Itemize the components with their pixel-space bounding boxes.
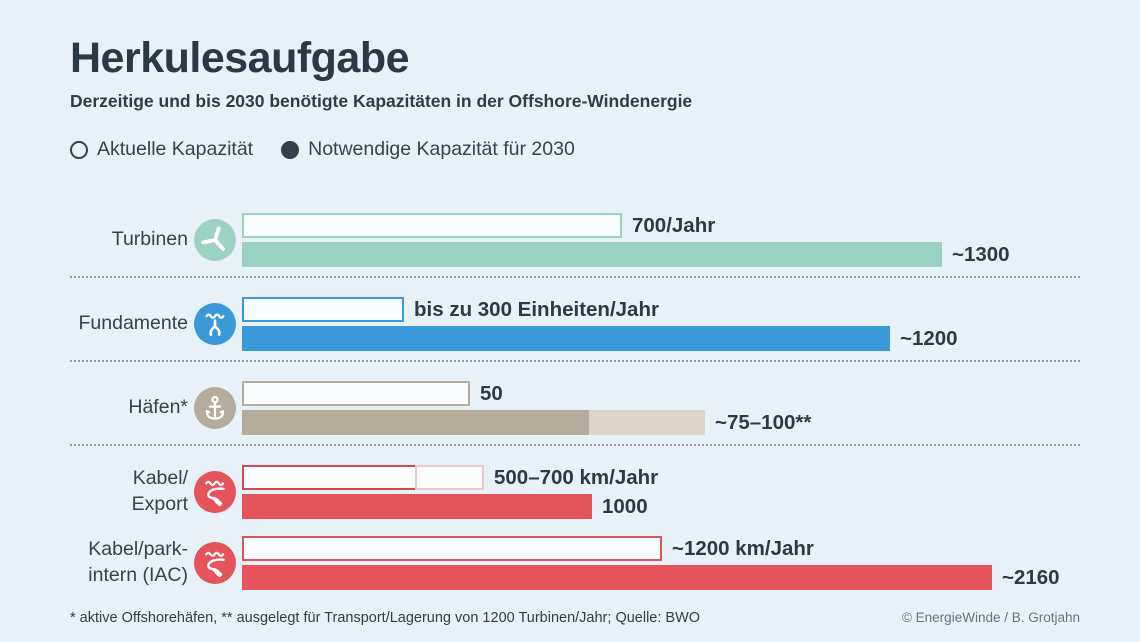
row-label-kabel-export: Kabel/Export [131, 467, 188, 516]
row-separator [70, 276, 1080, 279]
kabel-export-current-bar-segment [415, 465, 484, 491]
cable-plug-icon [194, 471, 236, 514]
chart-row-kabel-parkintern: Kabel/park-intern (IAC) ~1200 km/Jahr ~216… [70, 536, 1080, 591]
legend-item-current: Aktuelle Kapazität [70, 138, 253, 161]
kabel-parkintern-needed-bar: ~2160 [242, 565, 1080, 591]
wind-turbine-icon [194, 219, 236, 262]
header: Herkulesaufgabe Derzeitige und bis 2030 … [0, 0, 1140, 112]
kabel-export-current-value-label: 500–700 km/Jahr [494, 465, 659, 489]
fundamente-current-value-label: bis zu 300 Einheiten/Jahr [414, 297, 659, 321]
haefen-needed-value-label: ~75–100** [715, 410, 812, 434]
cable-plug-icon [194, 542, 236, 585]
row-label-turbinen: Turbinen [111, 228, 188, 251]
haefen-needed-bar-segment [589, 410, 705, 436]
fundamente-needed-value-label: ~1200 [900, 326, 958, 350]
fundamente-needed-bar-segment [242, 326, 890, 352]
kabel-parkintern-needed-bar-segment [242, 565, 992, 591]
row-separator [70, 444, 1080, 447]
foundation-icon [194, 303, 236, 346]
kabel-parkintern-current-value-label: ~1200 km/Jahr [672, 536, 814, 560]
row-separator [70, 360, 1080, 363]
legend-current-label: Aktuelle Kapazität [97, 138, 254, 161]
chart-row-haefen: Häfen* 50 ~75–100** [70, 381, 1080, 436]
row-label-haefen: Häfen* [128, 396, 188, 419]
kabel-export-needed-bar-segment [242, 494, 592, 520]
turbinen-needed-value-label: ~1300 [952, 242, 1010, 266]
chart-row-kabel-export: Kabel/Export 500–700 km/Jahr 1000 [70, 465, 1080, 520]
row-label-fundamente: Fundamente [78, 312, 189, 335]
chart-row-turbinen: Turbinen 700/Jahr ~1300 [70, 213, 1080, 268]
credit: © EnergieWinde / B. Grotjahn [901, 610, 1080, 625]
footer: * aktive Offshorehäfen, ** ausgelegt für… [70, 610, 1080, 626]
turbinen-current-value-label: 700/Jahr [632, 213, 716, 237]
fundamente-needed-bar: ~1200 [242, 326, 1080, 352]
haefen-current-bar: 50 [242, 381, 1080, 407]
legend-item-needed: Notwendige Kapazität für 2030 [281, 138, 575, 161]
turbinen-needed-bar: ~1300 [242, 242, 1080, 268]
turbinen-current-bar: 700/Jahr [242, 213, 1080, 239]
footnote: * aktive Offshorehäfen, ** ausgelegt für… [70, 610, 701, 626]
legend: Aktuelle Kapazität Notwendige Kapazität … [70, 138, 1140, 161]
turbinen-needed-bar-segment [242, 242, 942, 268]
haefen-needed-bar: ~75–100** [242, 410, 1080, 436]
kabel-export-current-bar: 500–700 km/Jahr [242, 465, 1080, 491]
haefen-needed-bar-segment [242, 410, 589, 436]
row-label-kabel-parkintern: Kabel/park-intern (IAC) [88, 538, 188, 587]
kabel-export-needed-bar: 1000 [242, 494, 1080, 520]
kabel-parkintern-current-bar-segment [242, 536, 662, 562]
kabel-export-current-bar-segment [242, 465, 417, 491]
open-circle-icon [70, 140, 88, 159]
page-title: Herkulesaufgabe [70, 34, 410, 82]
fundamente-current-bar-segment [242, 297, 404, 323]
kabel-export-needed-value-label: 1000 [602, 494, 648, 518]
page-subtitle: Derzeitige und bis 2030 benötigte Kapazi… [70, 91, 693, 112]
legend-needed-label: Notwendige Kapazität für 2030 [308, 138, 575, 161]
kabel-parkintern-needed-value-label: ~2160 [1002, 565, 1060, 589]
kabel-parkintern-current-bar: ~1200 km/Jahr [242, 536, 1080, 562]
capacity-chart: Turbinen 700/Jahr ~1300 Fundamente bis zu 30… [70, 213, 1080, 591]
turbinen-current-bar-segment [242, 213, 622, 239]
anchor-icon [194, 387, 236, 430]
haefen-current-value-label: 50 [480, 381, 503, 405]
fundamente-current-bar: bis zu 300 Einheiten/Jahr [242, 297, 1080, 323]
chart-row-fundamente: Fundamente bis zu 300 Einheiten/Jahr ~1200 [70, 297, 1080, 352]
haefen-current-bar-segment [242, 381, 470, 407]
filled-circle-icon [281, 140, 300, 159]
